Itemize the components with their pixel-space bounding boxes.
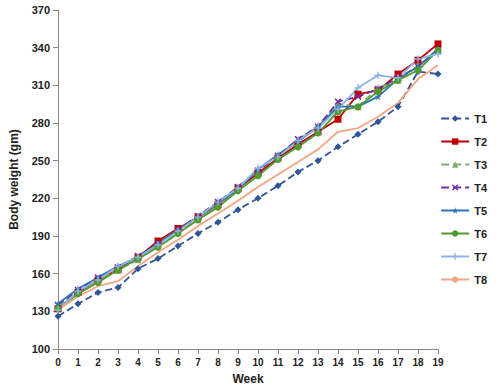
svg-text:T3: T3 [474, 159, 487, 171]
svg-text:1: 1 [75, 357, 81, 368]
svg-text:11: 11 [273, 357, 284, 368]
svg-text:2: 2 [95, 357, 101, 368]
svg-text:Week: Week [232, 372, 263, 386]
svg-text:14: 14 [332, 357, 344, 368]
svg-text:13: 13 [312, 357, 324, 368]
svg-text:100: 100 [32, 343, 50, 355]
svg-text:4: 4 [135, 357, 141, 368]
svg-text:T2: T2 [474, 136, 487, 148]
svg-text:160: 160 [32, 268, 50, 280]
svg-text:17: 17 [392, 357, 404, 368]
svg-text:130: 130 [32, 305, 50, 317]
svg-text:19: 19 [432, 357, 444, 368]
svg-text:3: 3 [115, 357, 121, 368]
svg-text:310: 310 [32, 79, 50, 91]
svg-text:15: 15 [352, 357, 364, 368]
svg-text:7: 7 [195, 357, 201, 368]
svg-text:0: 0 [55, 357, 61, 368]
svg-text:370: 370 [32, 4, 50, 16]
svg-text:190: 190 [32, 230, 50, 242]
svg-text:T1: T1 [474, 113, 487, 125]
svg-text:T6: T6 [474, 228, 487, 240]
svg-text:16: 16 [372, 357, 384, 368]
svg-text:9: 9 [235, 357, 241, 368]
svg-text:8: 8 [215, 357, 221, 368]
svg-text:T8: T8 [474, 274, 487, 286]
svg-text:T7: T7 [474, 251, 487, 263]
svg-text:T4: T4 [474, 182, 488, 194]
svg-text:10: 10 [252, 357, 264, 368]
svg-text:220: 220 [32, 192, 50, 204]
svg-text:340: 340 [32, 42, 50, 54]
svg-text:5: 5 [155, 357, 161, 368]
svg-text:280: 280 [32, 117, 50, 129]
svg-text:12: 12 [292, 357, 304, 368]
svg-text:T5: T5 [474, 205, 487, 217]
svg-text:Body weight (gm): Body weight (gm) [7, 129, 21, 230]
svg-text:18: 18 [412, 357, 424, 368]
svg-text:250: 250 [32, 155, 50, 167]
svg-text:6: 6 [175, 357, 181, 368]
